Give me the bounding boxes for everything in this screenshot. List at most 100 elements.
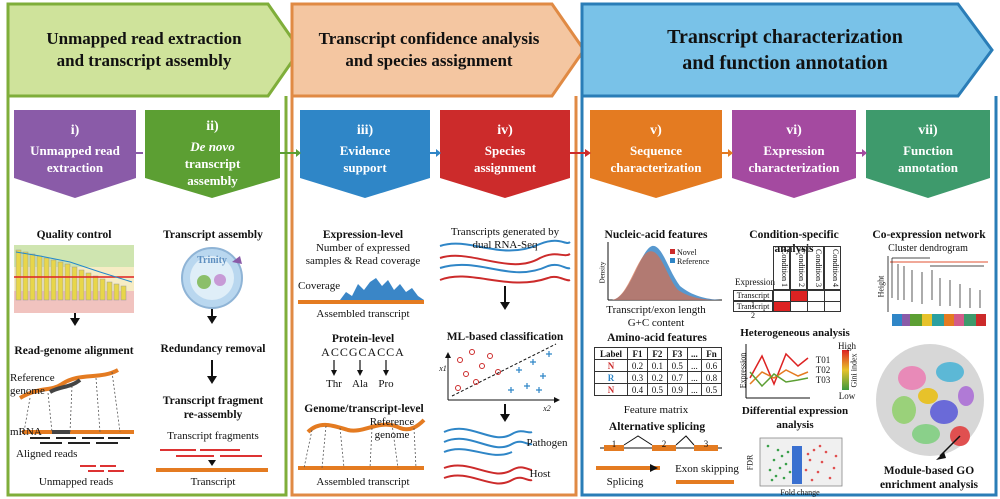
reference-legend: Reference [677, 257, 710, 266]
condition-header: Condition 3 [807, 246, 824, 290]
table-cell: 0.4 [627, 383, 648, 396]
table-cell: 0.9 [666, 383, 688, 396]
fragment-reassembly-label: Transcript fragment re-assembly [146, 394, 280, 422]
t01-label: T01 [815, 355, 831, 365]
table-cell: ... [686, 371, 703, 384]
flow-arrows [70, 286, 510, 422]
density-label: Density [598, 261, 607, 284]
step1-label[interactable]: i) Unmapped read extraction [14, 122, 136, 176]
ml-classification-label: ML-based classification [446, 331, 564, 343]
step5-num: v) [650, 123, 662, 138]
step2-box [145, 110, 280, 198]
alt-splicing-diagram [596, 435, 734, 484]
transcript-label: Transcript [190, 476, 236, 488]
section3-frame [580, 96, 998, 497]
step6-label[interactable]: vi) Expression characterization [732, 122, 856, 176]
feature-matrix-label: Feature matrix [623, 404, 689, 416]
coverage-label: Coverage [298, 280, 341, 292]
step5-label[interactable]: v) Sequence characterization [590, 122, 722, 176]
table-cell: 0.2 [627, 359, 648, 372]
section1-title-line1: Unmapped read extraction [46, 29, 242, 48]
step4-label[interactable]: iv) Species assignment [440, 122, 570, 176]
codon-sequence: ACCGCACCA [321, 345, 405, 359]
table-cell: 0.6 [701, 359, 722, 372]
section3-title-line2: and function annotation [682, 52, 888, 74]
table-cell: N [593, 359, 629, 372]
step6-line1: Expression [763, 143, 825, 158]
step4-num: iv) [497, 123, 513, 138]
step3-label[interactable]: iii) Evidence support [300, 122, 430, 176]
aligned-reads-label: Aligned reads [16, 448, 78, 460]
section1-title: Unmapped read extraction and transcript … [10, 28, 278, 72]
trinity-logo-text: Trinity [197, 255, 227, 266]
step2-label[interactable]: ii) De novo transcript assembly [145, 118, 280, 189]
height-axis-label: Height [876, 275, 886, 298]
step6-line2: characterization [748, 160, 840, 175]
expressed-desc-line1: Number of expressed [315, 242, 411, 254]
step2-line1: De novo [190, 139, 235, 154]
generated-desc: Transcripts generated by dual RNA-Seq [436, 226, 574, 252]
dendrogram [887, 256, 988, 326]
unmapped-reads-label: Unmapped reads [38, 476, 114, 488]
section1-frame [6, 96, 288, 497]
table-header-cell: F2 [646, 347, 668, 360]
module-go-line2: enrichment analysis [879, 479, 979, 491]
axis-x2-label: x2 [543, 404, 551, 413]
heterogeneous-label: Heterogeneous analysis [740, 327, 850, 339]
step5-line2: characterization [610, 160, 702, 175]
transcript-exon-length-label: Transcript/exon length [606, 304, 706, 316]
cluster-dendrogram-label: Cluster dendrogram [888, 243, 968, 254]
section2-frame [290, 96, 578, 497]
assembled-transcript2-label: Assembled transcript [316, 476, 410, 488]
section1-title-line2: and transcript assembly [56, 51, 232, 70]
fold-change-label: Fold change [780, 488, 820, 497]
coverage-plot [298, 278, 424, 304]
reference-genome-label: Reference genome [10, 372, 55, 397]
step7-box [866, 110, 990, 198]
volcano-plot [759, 437, 843, 487]
ml-scatter-plot [445, 343, 560, 403]
table-cell: 0.7 [666, 371, 688, 384]
step7-label[interactable]: vii) Function annotation [866, 122, 990, 176]
step3-line1: Evidence [339, 143, 391, 158]
genome-level-label: Genome/transcript-level [304, 403, 424, 415]
coexpression-label: Co-expression network [872, 229, 986, 241]
step2-line2: transcript [184, 156, 241, 171]
table-row: R 0.3 0.2 0.7 ... 0.8 [593, 371, 722, 384]
step6-num: vi) [786, 123, 802, 138]
condition-header: Condition 4 [824, 246, 841, 290]
fragment-reassembly-line2: re-assembly [183, 409, 243, 421]
table-header-cell: F1 [627, 347, 648, 360]
table-header-cell: Fn [701, 347, 722, 360]
fragment-reassembly-line1: Transcript fragment [162, 395, 264, 407]
step7-line2: annotation [898, 160, 958, 175]
trinity-logo [181, 247, 243, 309]
alt-splicing-label: Alternative splicing [608, 421, 706, 433]
module-go-line1: Module-based GO [883, 465, 975, 477]
table-cell: 0.8 [701, 371, 722, 384]
step3-num: iii) [356, 123, 374, 138]
step7-line1: Function [903, 143, 953, 158]
feature-matrix-table: Label F1 F2 F3 ... Fn N 0.2 0.1 0.5 ... … [593, 347, 722, 396]
step1-line1: Unmapped read [30, 143, 120, 158]
table-header-cell: Label [593, 347, 629, 360]
gc-content-label: G+C content [627, 317, 685, 329]
expressed-desc: Number of expressed samples & Read cover… [296, 242, 430, 268]
heterogeneous-chart [745, 344, 849, 399]
transcript-row-label: Transcript 2 [733, 301, 773, 320]
table-cell: 0.3 [627, 371, 648, 384]
step4-box [440, 110, 570, 198]
dual-rnaseq-curves [439, 239, 571, 284]
quality-control-chart [14, 245, 134, 313]
transcript-rows: Transcript 1 Transcript 2 [733, 290, 841, 320]
mrna-label: mRNA [10, 426, 42, 438]
section2-header-bg [290, 2, 586, 98]
transcript-assembly-label: Transcript assembly [163, 229, 263, 241]
table-row: N 0.2 0.1 0.5 ... 0.6 [593, 359, 722, 372]
condition-specific-line1: Condition-specific [749, 229, 839, 241]
step5-line1: Sequence [630, 143, 682, 158]
t02-label: T02 [815, 365, 831, 375]
expression-axis-label: Expression [738, 352, 748, 389]
table-cell: R [593, 371, 629, 384]
